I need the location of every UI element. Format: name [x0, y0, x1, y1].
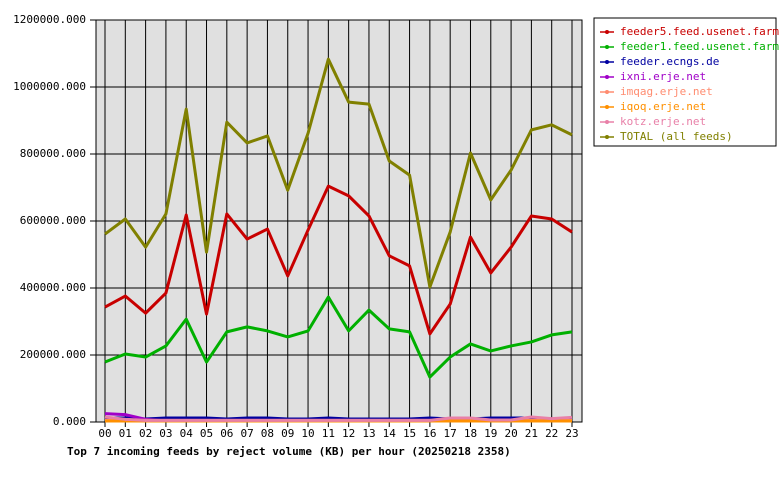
series-line — [104, 295, 573, 379]
x-tick-label: 10 — [301, 427, 314, 440]
legend-marker — [605, 60, 609, 64]
x-tick-label: 05 — [200, 427, 213, 440]
x-tick-label: 07 — [241, 427, 254, 440]
series-line — [104, 184, 573, 336]
x-tick-label: 00 — [98, 427, 111, 440]
chart-title: Top 7 incoming feeds by reject volume (K… — [67, 445, 511, 458]
legend-label: imqag.erje.net — [620, 85, 713, 98]
legend-marker — [605, 75, 609, 79]
x-tick-label: 15 — [403, 427, 416, 440]
x-tick-label: 12 — [342, 427, 355, 440]
x-tick-label: 13 — [362, 427, 375, 440]
x-tick-label: 20 — [504, 427, 517, 440]
legend-box — [593, 17, 777, 147]
x-tick-label: 08 — [261, 427, 274, 440]
y-tick-label: 800000.000 — [20, 147, 86, 160]
y-tick-label: 600000.000 — [20, 214, 86, 227]
legend-label: feeder1.feed.usenet.farm — [620, 40, 779, 53]
y-tick-label: 1200000.000 — [13, 13, 86, 26]
legend-label: feeder.ecngs.de — [620, 55, 719, 68]
x-tick-label: 21 — [525, 427, 538, 440]
legend-marker — [605, 120, 609, 124]
legend-label: iqoq.erje.net — [620, 100, 706, 113]
x-tick-label: 01 — [119, 427, 132, 440]
y-tick-label: 400000.000 — [20, 281, 86, 294]
legend-marker — [605, 30, 609, 34]
x-tick-label: 16 — [423, 427, 436, 440]
legend-label: TOTAL (all feeds) — [620, 130, 733, 143]
legend-label: feeder5.feed.usenet.farm — [620, 25, 779, 38]
x-tick-label: 03 — [159, 427, 172, 440]
legend-label: ixni.erje.net — [620, 70, 706, 83]
x-tick-label: 18 — [464, 427, 477, 440]
x-tick-label: 11 — [322, 427, 335, 440]
legend-marker — [605, 45, 609, 49]
x-tick-label: 22 — [545, 427, 558, 440]
legend-marker — [605, 135, 609, 139]
legend-marker — [605, 90, 609, 94]
x-tick-label: 19 — [484, 427, 497, 440]
series-line — [104, 57, 573, 289]
series-line — [105, 416, 573, 421]
y-tick-label: 200000.000 — [20, 348, 86, 361]
series-line — [104, 415, 573, 422]
x-tick-label: 09 — [281, 427, 294, 440]
legend-marker — [605, 105, 609, 109]
legend-label: kotz.erje.net — [620, 115, 706, 128]
x-tick-label: 17 — [444, 427, 457, 440]
x-tick-label: 02 — [139, 427, 152, 440]
x-tick-label: 04 — [180, 427, 194, 440]
x-tick-label: 06 — [220, 427, 233, 440]
x-tick-label: 23 — [565, 427, 578, 440]
y-tick-label: 1000000.000 — [13, 80, 86, 93]
x-tick-label: 14 — [383, 427, 397, 440]
y-tick-label: 0.000 — [53, 415, 86, 428]
